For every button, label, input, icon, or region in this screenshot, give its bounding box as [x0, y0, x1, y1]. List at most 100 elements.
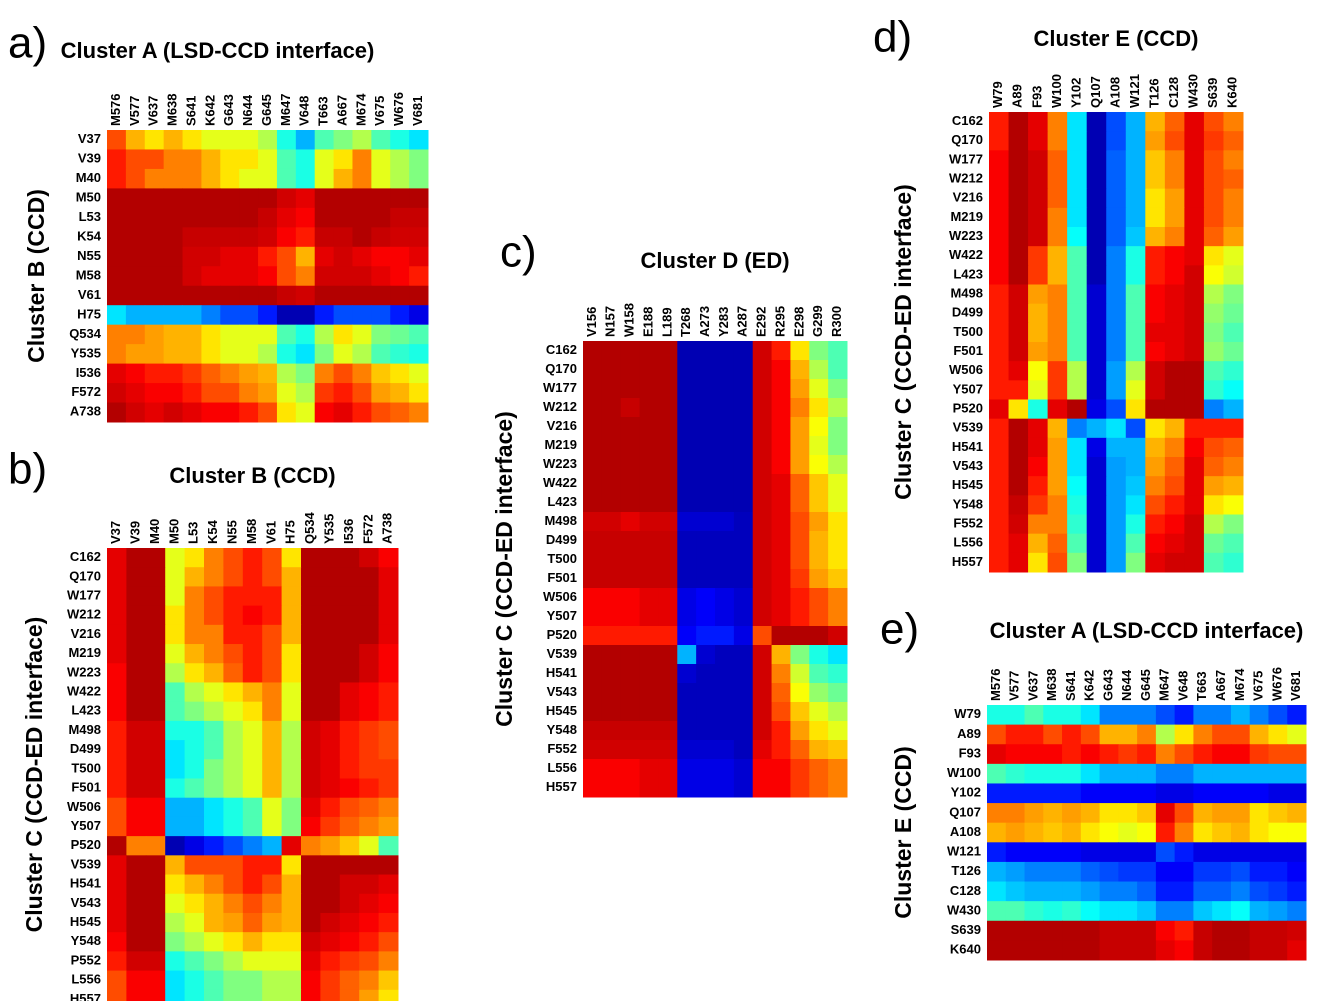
heatmap-cell [583, 645, 603, 665]
heatmap-cell [1008, 457, 1029, 477]
heatmap-cell [1067, 303, 1088, 324]
heatmap-cell [314, 188, 335, 209]
heatmap-cell [204, 740, 224, 760]
heatmap-cell [1106, 476, 1127, 496]
heatmap-cell [1164, 150, 1185, 170]
heatmap-cell [223, 912, 244, 933]
y-tick-label: H557 [70, 991, 101, 1001]
heatmap-cell [204, 663, 224, 683]
heatmap-cell [1223, 437, 1244, 458]
heatmap-cell [220, 130, 240, 150]
heatmap-cell [639, 607, 659, 627]
heatmap-cell [1230, 881, 1251, 902]
heatmap-cell [1184, 495, 1205, 515]
heatmap-cell [1164, 207, 1185, 228]
heatmap-cell [620, 455, 641, 475]
heatmap-cell [145, 970, 166, 991]
heatmap-cell [601, 588, 622, 608]
heatmap-cell [1067, 265, 1088, 285]
heatmap-cell [1080, 901, 1101, 922]
heatmap-cell [371, 402, 391, 423]
heatmap-cell [1203, 150, 1224, 170]
heatmap-cell [378, 816, 399, 837]
heatmap-cell [301, 951, 321, 972]
heatmap-cell [1287, 901, 1307, 922]
heatmap-cell [223, 778, 244, 799]
heatmap-cell [144, 324, 165, 345]
heatmap-cell [339, 644, 360, 664]
heatmap-cell [201, 305, 221, 326]
heatmap-cell [601, 512, 622, 532]
heatmap-cell [107, 816, 127, 837]
heatmap-cell [125, 305, 146, 326]
heatmap-cell [242, 663, 263, 683]
heatmap-cell [1230, 724, 1251, 745]
heatmap-cell [220, 207, 240, 228]
heatmap-cell [339, 989, 360, 1001]
y-tick-label: C162 [70, 549, 101, 564]
x-tick-label: S641 [183, 96, 198, 126]
heatmap-cell [107, 605, 127, 626]
heatmap-cell [320, 682, 341, 703]
heatmap-cell [1106, 169, 1127, 190]
heatmap-cell [242, 989, 263, 1001]
panel-label: a) [8, 19, 47, 68]
heatmap-cell [145, 836, 166, 856]
heatmap-cell [276, 266, 297, 287]
heatmap-cell [1005, 724, 1026, 745]
heatmap-cell [620, 740, 641, 760]
y-tick-label: D499 [952, 305, 983, 320]
heatmap-cell [1086, 207, 1107, 228]
heatmap-cell [987, 901, 1007, 922]
heatmap-cell [1008, 399, 1029, 420]
heatmap-cell [677, 664, 697, 684]
heatmap-cell [658, 474, 678, 494]
heatmap-cell [1164, 284, 1185, 305]
heatmap-cell [378, 970, 399, 991]
heatmap-cell [1099, 842, 1119, 863]
heatmap-cell [1047, 112, 1068, 132]
heatmap-cell [1024, 744, 1044, 765]
heatmap-cell [339, 893, 360, 914]
heatmap-cell [1223, 342, 1244, 362]
heatmap-cell [409, 305, 429, 326]
heatmap-cell [223, 816, 244, 837]
heatmap-cell [258, 227, 278, 248]
heatmap-cell [1125, 342, 1146, 362]
heatmap-cell [1155, 861, 1176, 883]
heatmap-cell [620, 607, 641, 627]
heatmap-cell [1203, 437, 1224, 458]
heatmap-cell [677, 417, 697, 437]
heatmap-cell [733, 645, 754, 665]
heatmap-cell [223, 624, 244, 645]
heatmap-cell [733, 436, 754, 456]
heatmap-cell [1145, 265, 1166, 285]
heatmap-cell [262, 816, 283, 837]
heatmap-cell [620, 417, 641, 437]
y-tick-label: C162 [546, 342, 577, 357]
heatmap-cell [989, 533, 1010, 554]
y-tick-label: W506 [949, 362, 983, 377]
heatmap-cell [639, 664, 659, 684]
x-tick-label: L189 [659, 307, 674, 337]
x-tick-label: N157 [603, 306, 618, 337]
heatmap-cell [771, 493, 791, 513]
heatmap-cell [809, 683, 829, 703]
heatmap-cell [201, 383, 221, 404]
heatmap-cell [107, 285, 127, 306]
heatmap-cell [1008, 169, 1029, 190]
heatmap-cell [262, 855, 283, 876]
heatmap-cell [258, 344, 278, 365]
heatmap-cell [371, 188, 391, 209]
heatmap-cell [262, 989, 283, 1001]
heatmap-cell [359, 855, 380, 876]
heatmap-cell [1137, 940, 1157, 961]
heatmap-cell [339, 970, 360, 991]
heatmap-cell [352, 305, 372, 326]
heatmap-cell [1047, 437, 1068, 458]
heatmap-cell [1164, 476, 1185, 496]
heatmap-cell [390, 383, 410, 404]
heatmap-cell [583, 569, 603, 589]
heatmap-cell [165, 644, 186, 664]
heatmap-cell [601, 379, 622, 399]
